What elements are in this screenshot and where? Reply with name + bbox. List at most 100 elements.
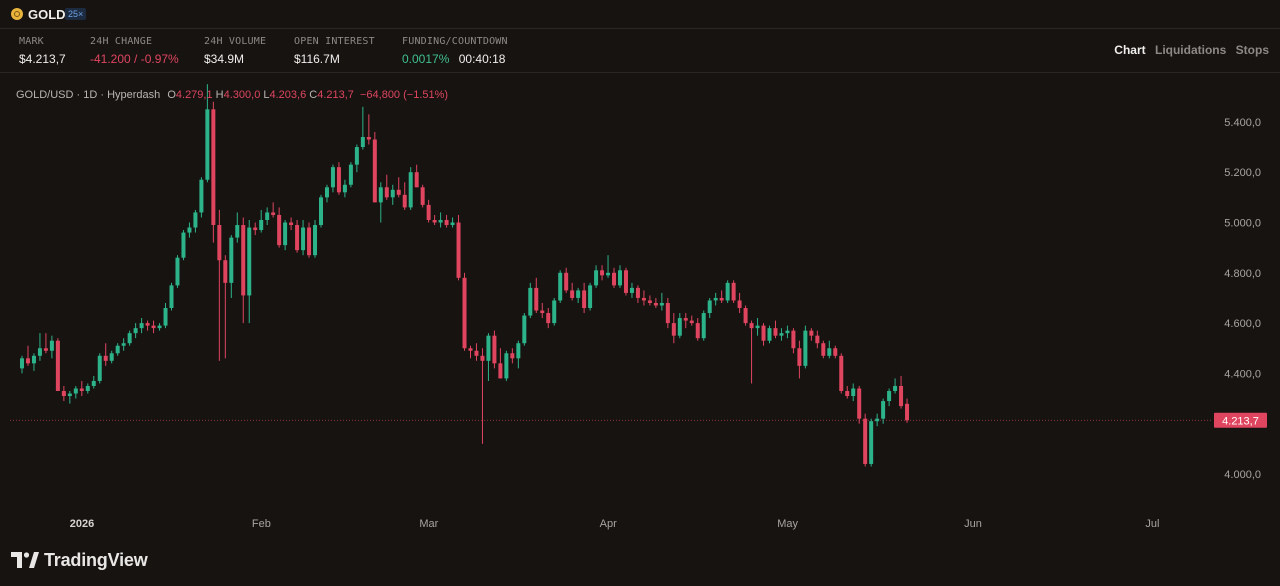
candle-body xyxy=(582,290,587,309)
candle-body xyxy=(121,343,126,346)
time-axis-label: Jul xyxy=(1145,518,1159,530)
candle-body xyxy=(707,300,712,314)
mark-value: $4.213,7 xyxy=(19,52,66,66)
candle-body xyxy=(97,355,102,381)
candle-body xyxy=(677,318,682,336)
candle-body xyxy=(265,212,270,220)
candle-body xyxy=(444,219,449,226)
candle-body xyxy=(480,355,485,361)
volume-stat: 24H VOLUME $34.9M xyxy=(204,36,266,66)
candle-body xyxy=(809,330,814,336)
tab-chart[interactable]: Chart xyxy=(1114,43,1146,57)
candle-body xyxy=(253,227,258,231)
time-axis-label: Apr xyxy=(600,518,617,530)
leverage-badge[interactable]: 25× xyxy=(65,8,87,20)
legend-high-value: 4.300,0 xyxy=(223,89,261,101)
candle-body xyxy=(486,335,491,361)
candle-body xyxy=(779,333,784,336)
candle-body xyxy=(558,272,563,301)
candle-body xyxy=(402,194,407,208)
candle-body xyxy=(833,348,838,356)
candle-body xyxy=(522,315,527,344)
candle-body xyxy=(540,310,545,314)
last-price-label: 4.213,7 xyxy=(1222,415,1259,427)
candle-body xyxy=(390,189,395,198)
candle-body xyxy=(761,325,766,341)
candle-body xyxy=(301,227,306,251)
candle-body xyxy=(785,330,790,334)
candle-body xyxy=(462,277,467,349)
candle-body xyxy=(719,297,724,301)
candle-body xyxy=(899,385,904,407)
candle-body xyxy=(336,167,341,193)
candle-body xyxy=(534,287,539,311)
candle-body xyxy=(749,323,754,329)
candle-body xyxy=(600,270,605,276)
candle-body xyxy=(37,348,42,356)
candle-body xyxy=(348,164,353,185)
candle-body xyxy=(450,222,455,226)
candle-body xyxy=(653,302,658,306)
candle-body xyxy=(665,302,670,324)
candle-body xyxy=(564,272,569,291)
open-interest-value: $116.7M xyxy=(294,52,340,66)
candle-body xyxy=(426,204,431,220)
price-axis-label: 4.000,0 xyxy=(1224,469,1261,481)
tradingview-wordmark: TradingView xyxy=(44,550,148,570)
candle-body xyxy=(887,391,892,402)
price-axis-label: 4.400,0 xyxy=(1224,368,1261,380)
candle-body xyxy=(474,350,479,356)
symbol-name[interactable]: GOLD xyxy=(28,7,66,22)
change-label: 24H CHANGE xyxy=(90,36,153,47)
candle-body xyxy=(235,225,240,238)
candle-body xyxy=(408,172,413,208)
mark-label: MARK xyxy=(19,36,44,47)
candle-body xyxy=(683,318,688,321)
open-interest-stat: OPEN INTEREST $116.7M xyxy=(294,36,375,66)
legend-change: −64,800 (−1.51%) xyxy=(359,89,449,101)
legend-open-key: O xyxy=(167,89,176,101)
price-axis-label: 4.800,0 xyxy=(1224,268,1261,280)
tab-stops[interactable]: Stops xyxy=(1235,43,1269,57)
candle-body xyxy=(492,335,497,364)
candle-body xyxy=(629,287,634,293)
open-interest-label: OPEN INTEREST xyxy=(294,36,375,47)
candle-body xyxy=(277,214,282,246)
ohlc-legend: GOLD/USD · 1D · Hyperdash O4.279,1 H4.30… xyxy=(16,89,448,101)
candle-body xyxy=(803,330,808,366)
volume-label: 24H VOLUME xyxy=(204,36,267,47)
funding-rate: 0.0017% xyxy=(402,52,450,66)
legend-close-key: C xyxy=(309,89,318,101)
candle-body xyxy=(815,335,820,344)
legend-close-value: 4.213,7 xyxy=(317,89,354,101)
candle-body xyxy=(893,385,898,392)
candle-body xyxy=(283,222,288,246)
candle-body xyxy=(881,401,886,419)
candle-body xyxy=(528,287,533,316)
price-axis-label: 5.200,0 xyxy=(1224,167,1261,179)
candle-body xyxy=(570,290,575,298)
candle-body xyxy=(175,257,180,286)
candle-body xyxy=(109,353,114,361)
legend-high-key: H xyxy=(215,89,224,101)
price-chart[interactable]: 5.400,0 5.200,0 5.000,0 4.800,0 4.600,0 4.400… xyxy=(0,75,1280,535)
candle-body xyxy=(594,270,599,286)
candle-body xyxy=(259,219,264,231)
candle-body xyxy=(516,343,521,359)
candle-body xyxy=(67,393,72,397)
candle-body xyxy=(905,403,910,421)
legend-instrument: GOLD/USD · 1D · Hyperdash xyxy=(16,89,161,101)
candle-body xyxy=(725,282,730,301)
legend-open-value: 4.279,1 xyxy=(175,89,213,101)
candle-body xyxy=(857,388,862,419)
candle-body xyxy=(414,172,419,188)
candle-body xyxy=(307,227,312,256)
candle-body xyxy=(468,348,473,351)
time-axis-label: 2026 xyxy=(70,518,94,530)
candle-body xyxy=(324,187,329,198)
market-stats: MARK $4.213,7 24H CHANGE -41.200 / -0.97… xyxy=(0,30,1280,73)
tab-liquidations[interactable]: Liquidations xyxy=(1154,43,1227,57)
candle-body xyxy=(31,355,36,364)
candle-body xyxy=(420,187,425,205)
candle-body xyxy=(330,167,335,188)
